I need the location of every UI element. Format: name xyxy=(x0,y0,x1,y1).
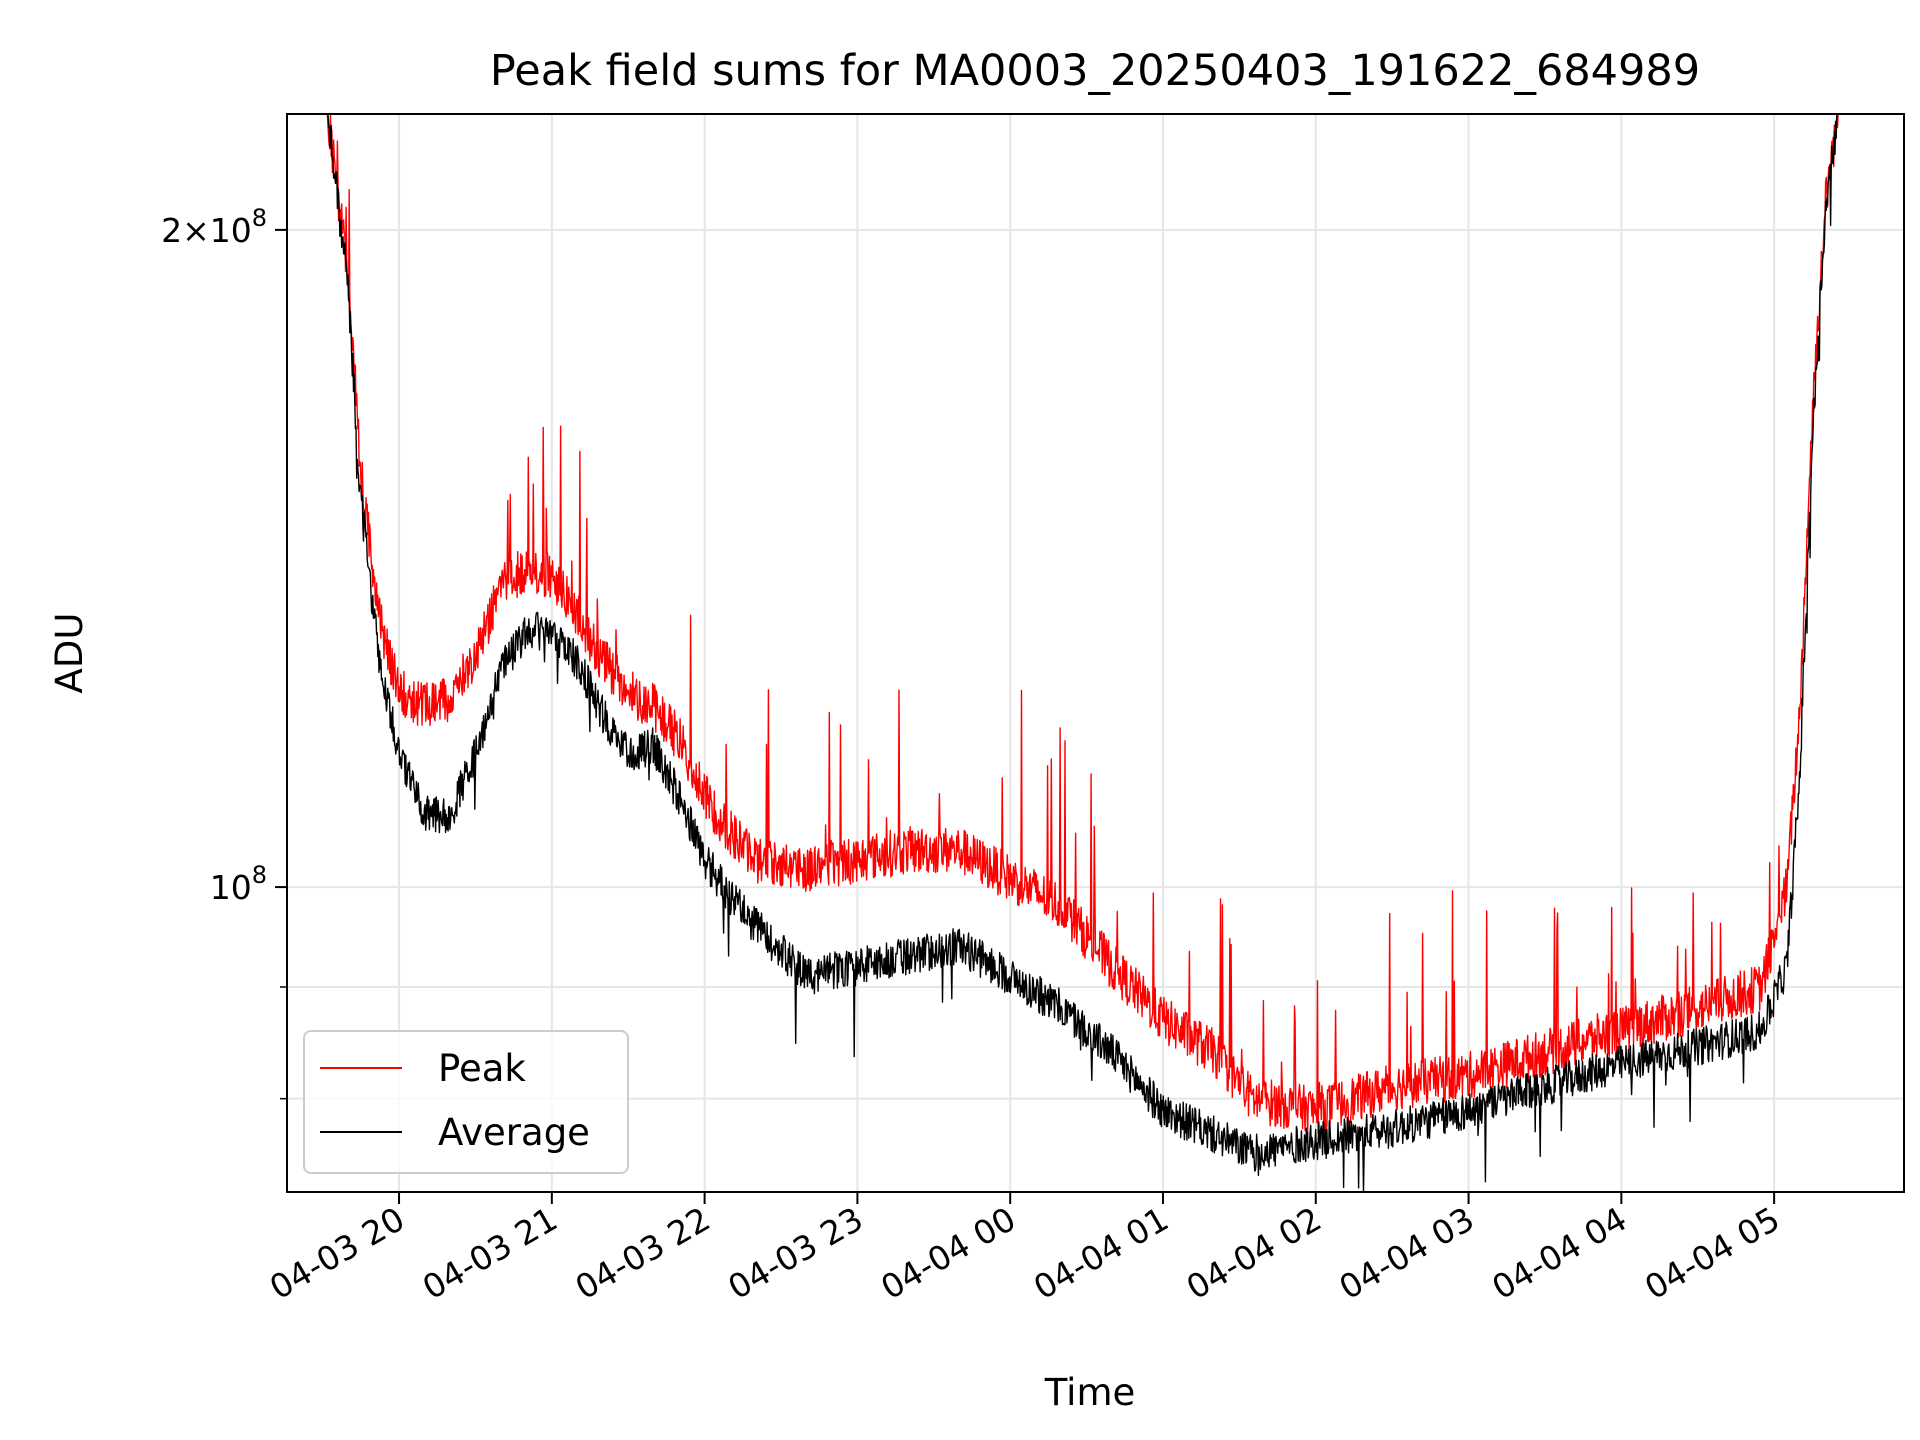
series-line-average xyxy=(286,113,1905,1193)
series-layer xyxy=(286,113,1905,1193)
series-line-peak xyxy=(286,113,1905,1134)
chart-title: Peak field sums for MA0003_20250403_1916… xyxy=(490,46,1700,96)
legend-peak-label: Peak xyxy=(438,1047,526,1090)
y-tick-label: 2×108 xyxy=(161,204,267,250)
legend-box xyxy=(303,1030,629,1174)
legend-average-label: Average xyxy=(438,1111,590,1154)
plot-frame xyxy=(286,113,1905,1193)
x-axis-label: Time xyxy=(1044,1371,1136,1414)
legend: Peak Average xyxy=(303,1030,629,1174)
y-axis-label: ADU xyxy=(48,613,91,694)
y-tick-label: 108 xyxy=(210,861,267,907)
